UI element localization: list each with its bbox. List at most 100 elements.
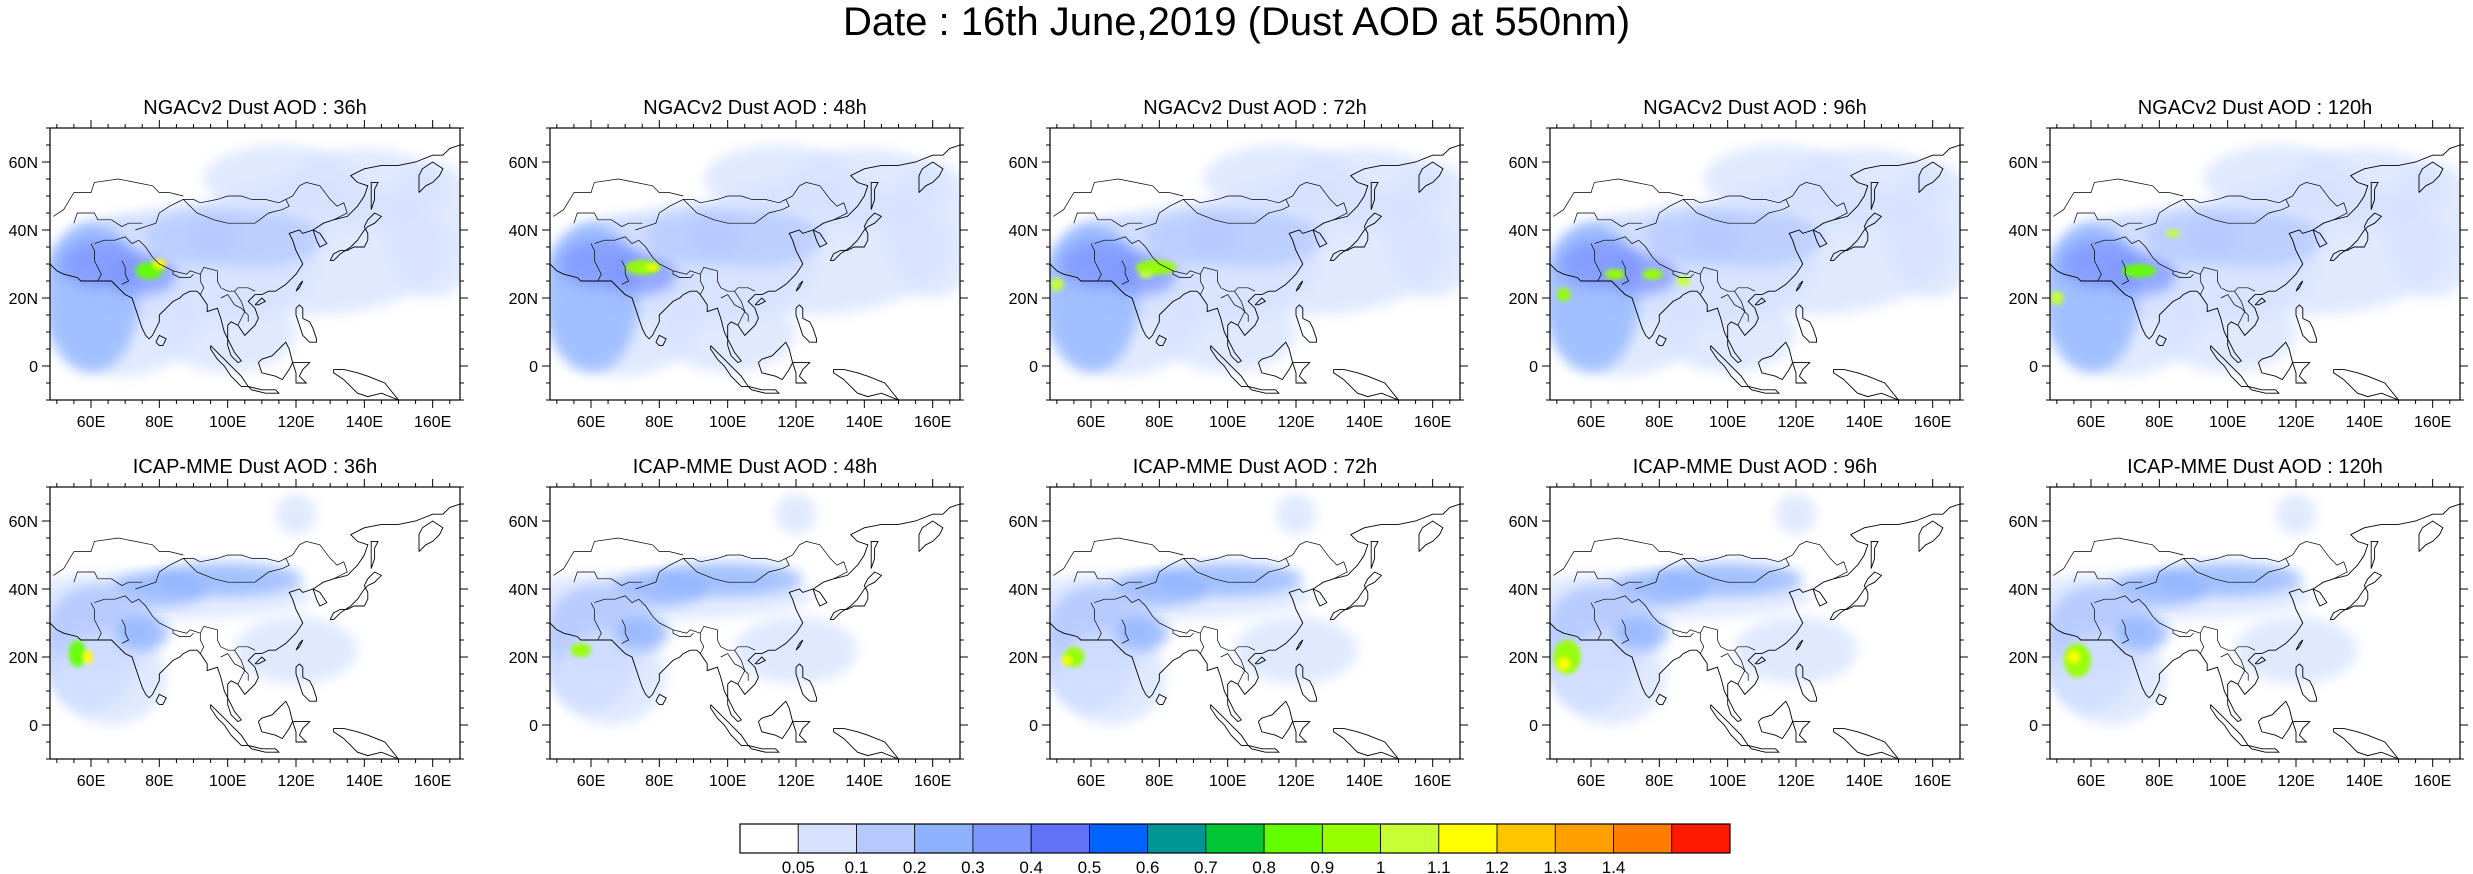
x-tick-label: 120E (777, 414, 814, 431)
coastline (247, 385, 280, 394)
x-tick-label: 120E (2277, 414, 2314, 431)
country-border (1217, 629, 1256, 651)
colorbar-bin (1089, 823, 1149, 854)
x-tick-label: 80E (145, 773, 173, 790)
country-border (699, 274, 705, 295)
aod-field (550, 493, 858, 726)
coastline (370, 540, 379, 569)
x-tick-label: 80E (2145, 773, 2173, 790)
aod-plume (2275, 493, 2317, 535)
coastline (870, 181, 879, 210)
panel-title: ICAP-MME Dust AOD : 72h (1133, 456, 1378, 478)
map-panel: NGACv2 Dust AOD : 72h 60E 80E 100E 120E 140E 1… (1009, 97, 1468, 431)
colorbar-label: 0.5 (1078, 858, 1102, 874)
x-tick-label: 140E (2346, 773, 2383, 790)
map-panel: NGACv2 Dust AOD : 120h 60E 80E 100E 120E 140E… (2009, 97, 2468, 431)
colorbar-bin (797, 823, 857, 854)
coastline (2295, 280, 2304, 292)
country-border (199, 274, 205, 295)
map-panel: ICAP-MME Dust AOD : 48h 60E 80E 100E 120E 140… (509, 456, 968, 790)
coastline (792, 721, 811, 743)
country-border (2199, 633, 2205, 654)
aod-plume (68, 640, 86, 668)
country-border (94, 595, 139, 604)
coastline (257, 700, 294, 740)
country-border (1285, 182, 1348, 221)
country-border (199, 633, 205, 654)
coastline (747, 385, 780, 394)
country-border (2138, 239, 2218, 275)
x-tick-label: 80E (145, 414, 173, 431)
x-tick-label: 120E (277, 414, 314, 431)
x-tick-label: 100E (209, 773, 246, 790)
coastline (333, 368, 400, 400)
country-border (1720, 294, 1749, 322)
country-border (2094, 595, 2139, 604)
y-tick-label: 60N (1509, 514, 1538, 531)
x-tick-label: 60E (77, 773, 105, 790)
coastline (833, 727, 900, 759)
country-border (1138, 239, 1218, 275)
coastline (1295, 663, 1317, 702)
country-border (621, 619, 630, 644)
country-border (1553, 537, 1684, 576)
coastline (1918, 520, 1944, 552)
x-axis: 60E 80E 100E 120E 140E 160E (56, 120, 451, 431)
colorbar-label: 0.8 (1252, 858, 1276, 874)
coastline (210, 704, 250, 746)
coastline (1795, 663, 1817, 702)
country-border (1220, 294, 1249, 322)
x-tick-label: 100E (209, 414, 246, 431)
country-border (2073, 571, 2143, 587)
aod-field (1050, 493, 1358, 726)
colorbar: 0.05 0.1 0.2 0.3 0.4 0.5 0.6 0.7 0.8 0.9 1 1.1 1.2 1.… (739, 823, 1731, 874)
colorbar-label: 1 (1376, 858, 1385, 874)
coastline (550, 144, 960, 364)
y-tick-label: 40N (2009, 223, 2038, 240)
coastline (757, 341, 794, 381)
country-border (220, 653, 249, 681)
country-border (1053, 178, 1184, 217)
x-tick-label: 100E (709, 414, 746, 431)
aod-plume (2121, 264, 2156, 278)
coastline (1792, 362, 1811, 384)
coastline (2329, 212, 2383, 262)
country-border (73, 212, 143, 228)
coastline (418, 520, 444, 552)
coastline (295, 639, 304, 651)
colorbar-bin (1030, 823, 1090, 854)
country-border (638, 598, 718, 634)
country-border (2138, 598, 2218, 634)
x-tick-label: 140E (346, 414, 383, 431)
coastline (754, 656, 767, 665)
x-tick-label: 160E (2414, 773, 2451, 790)
country-border (2285, 182, 2348, 221)
aod-plume (1275, 493, 1317, 535)
coastline (2370, 540, 2379, 569)
country-border (1138, 598, 1218, 634)
coastline (1710, 345, 1750, 387)
country-border (90, 243, 102, 282)
colorbar-bin (1438, 823, 1498, 854)
y-tick-label: 20N (2009, 650, 2038, 667)
aod-plume (1556, 657, 1571, 671)
country-border (1717, 270, 1756, 292)
aod-plume (1645, 209, 1742, 264)
coastline (2257, 700, 2294, 740)
country-border (1621, 619, 1630, 644)
coastline (1418, 520, 1444, 552)
x-tick-label: 160E (1914, 773, 1951, 790)
map-panel: NGACv2 Dust AOD : 96h 60E 80E 100E 120E 140E 1… (1509, 97, 1968, 431)
coastline (1210, 345, 1250, 387)
x-axis: 60E 80E 100E 120E 140E 160E (56, 479, 451, 790)
coastline (1254, 297, 1267, 306)
coastline (1710, 704, 1750, 746)
y-tick-label: 60N (1009, 514, 1038, 531)
x-axis: 60E 80E 100E 120E 140E 160E (2056, 479, 2451, 790)
aod-plume (570, 643, 591, 657)
coastline (50, 503, 460, 723)
coastline (1754, 656, 1767, 665)
country-border (573, 212, 643, 228)
x-tick-label: 160E (1914, 414, 1951, 431)
coastline (1050, 503, 1460, 723)
